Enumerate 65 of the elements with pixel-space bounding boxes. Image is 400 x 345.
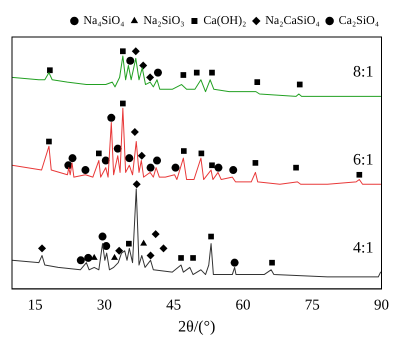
point [120, 48, 126, 54]
point [138, 152, 146, 160]
x-axis-title: 2θ/(°) [178, 318, 216, 336]
point [140, 240, 148, 246]
point [269, 260, 275, 266]
point [126, 240, 132, 246]
legend-label: Na₂SiO₃ [143, 13, 184, 28]
x-tick-label: 75 [304, 298, 320, 314]
point [81, 166, 90, 174]
point [90, 254, 98, 260]
point [130, 128, 139, 136]
series-label: 6:1 [353, 151, 374, 168]
point [208, 234, 214, 240]
point [146, 252, 155, 260]
point [46, 138, 52, 144]
point [230, 258, 239, 267]
point [214, 164, 222, 172]
legend-label: Na₂CaSiO₄ [265, 13, 320, 28]
legend-label: Ca₂SiO₄ [338, 13, 380, 28]
point [209, 162, 215, 168]
x-tick-label: 45 [166, 298, 182, 314]
x-tick-label: 90 [374, 298, 389, 314]
point [139, 62, 148, 70]
point [38, 244, 46, 252]
point [180, 72, 186, 78]
point [254, 79, 260, 85]
point [47, 67, 53, 74]
point [76, 256, 85, 264]
point [125, 154, 134, 162]
point [115, 246, 124, 255]
point [96, 150, 102, 156]
point [146, 73, 154, 82]
legend-label: Ca(OH)₂ [203, 13, 246, 28]
point [293, 164, 299, 170]
point [229, 166, 238, 174]
point [180, 148, 187, 154]
point [154, 68, 162, 77]
series-label: 8:1 [353, 64, 374, 81]
point [296, 82, 303, 88]
point [126, 56, 134, 65]
series-label: 4:1 [353, 239, 374, 256]
legend-label: Na₄SiO₄ [83, 13, 124, 28]
point [132, 180, 141, 188]
point [209, 70, 215, 76]
point [153, 156, 162, 165]
x-tick-label: 15 [28, 298, 43, 314]
point [152, 230, 160, 238]
point [178, 255, 184, 261]
point [98, 232, 107, 241]
point [356, 172, 362, 178]
point [198, 150, 204, 156]
x-tick-label: 30 [96, 298, 112, 314]
point [68, 154, 77, 162]
point [172, 164, 180, 172]
point [84, 254, 92, 262]
point [132, 47, 140, 56]
point [107, 114, 116, 122]
point [159, 244, 168, 252]
point [146, 164, 155, 172]
x-tick-label: 60 [235, 298, 250, 314]
point [190, 255, 196, 261]
point [252, 160, 258, 166]
point [111, 254, 118, 260]
point [120, 100, 126, 106]
point [194, 70, 200, 76]
